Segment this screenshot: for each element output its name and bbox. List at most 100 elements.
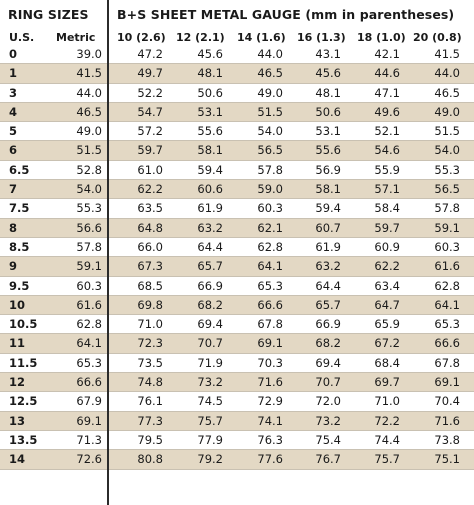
table-row: 14 72.6 80.8 79.2 77.6 76.7 75.7 75.1 (0, 450, 474, 470)
table-row: 7 54.0 62.2 60.6 59.0 58.1 57.1 56.5 (0, 180, 474, 200)
gauge-length-cell: 69.1 (257, 336, 283, 351)
gauge-length-cell: 79.5 (137, 432, 163, 447)
table-row: 8 56.6 64.8 63.2 62.1 60.7 59.7 59.1 (0, 218, 474, 238)
gauge-length-cell: 59.4 (315, 201, 341, 216)
gauge-title: B+S SHEET METAL GAUGE (mm in parentheses… (117, 7, 455, 22)
gauge-length-cell: 70.4 (434, 394, 460, 409)
gauge-length-cell: 66.0 (137, 239, 163, 254)
metric-size-cell: 67.9 (76, 394, 102, 409)
gauge-length-cell: 58.4 (374, 201, 400, 216)
gauge-length-cell: 62.2 (137, 182, 163, 197)
us-size-cell: 1 (9, 66, 18, 81)
gauge-length-cell: 72.3 (137, 336, 163, 351)
us-size-cell: 5 (9, 124, 18, 139)
gauge-length-cell: 74.4 (374, 432, 400, 447)
table-row: 11.5 65.3 73.5 71.9 70.3 69.4 68.4 67.8 (0, 354, 474, 374)
us-size-cell: 13 (9, 413, 26, 428)
gauge-length-cell: 66.6 (257, 297, 283, 312)
gauge-length-cell: 69.1 (434, 375, 460, 390)
metric-size-cell: 39.0 (76, 47, 102, 61)
gauge-length-cell: 57.2 (137, 124, 163, 139)
gauge-length-cell: 57.1 (374, 182, 400, 197)
gauge-length-cell: 76.1 (137, 394, 163, 409)
metric-size-cell: 51.5 (76, 143, 102, 158)
gauge-length-cell: 62.8 (257, 239, 283, 254)
gauge-length-cell: 48.1 (315, 85, 341, 100)
table-row: 11 64.1 72.3 70.7 69.1 68.2 67.2 66.6 (0, 334, 474, 354)
gauge-length-cell: 76.7 (315, 452, 341, 467)
us-size-cell: 12 (9, 375, 26, 390)
us-size-cell: 7.5 (9, 201, 30, 216)
col-gauge-10-header: 10 (2.6) (117, 31, 166, 44)
gauge-length-cell: 67.3 (137, 259, 163, 274)
us-size-cell: 8.5 (9, 239, 30, 254)
metric-size-cell: 41.5 (76, 66, 102, 81)
gauge-length-cell: 58.1 (197, 143, 223, 158)
gauge-length-cell: 72.0 (315, 394, 341, 409)
gauge-length-cell: 53.1 (197, 104, 223, 119)
gauge-length-cell: 58.1 (315, 182, 341, 197)
gauge-length-cell: 60.3 (434, 239, 460, 254)
gauge-length-cell: 73.2 (197, 375, 223, 390)
gauge-length-cell: 67.8 (257, 317, 283, 332)
gauge-length-cell: 71.6 (257, 375, 283, 390)
gauge-length-cell: 56.5 (257, 143, 283, 158)
gauge-length-cell: 75.7 (197, 413, 223, 428)
gauge-length-cell: 69.8 (137, 297, 163, 312)
gauge-length-cell: 52.1 (374, 124, 400, 139)
gauge-length-cell: 69.7 (374, 375, 400, 390)
gauge-length-cell: 71.0 (374, 394, 400, 409)
gauge-length-cell: 63.2 (197, 220, 223, 235)
col-gauge-14-header: 14 (1.6) (237, 31, 286, 44)
gauge-length-cell: 65.3 (257, 278, 283, 293)
gauge-length-cell: 67.8 (434, 355, 460, 370)
gauge-length-cell: 72.9 (257, 394, 283, 409)
gauge-length-cell: 64.4 (197, 239, 223, 254)
gauge-length-cell: 51.5 (257, 104, 283, 119)
metric-size-cell: 46.5 (76, 104, 102, 119)
metric-size-cell: 62.8 (76, 317, 102, 332)
gauge-length-cell: 61.0 (137, 162, 163, 177)
gauge-length-cell: 69.4 (315, 355, 341, 370)
gauge-length-cell: 63.2 (315, 259, 341, 274)
table-row: 8.5 57.8 66.0 64.4 62.8 61.9 60.9 60.3 (0, 238, 474, 258)
col-gauge-18-header: 18 (1.0) (357, 31, 406, 44)
gauge-length-cell: 47.1 (374, 85, 400, 100)
gauge-length-cell: 65.3 (434, 317, 460, 332)
gauge-length-cell: 59.7 (374, 220, 400, 235)
gauge-length-cell: 44.6 (374, 66, 400, 81)
gauge-length-cell: 68.2 (315, 336, 341, 351)
gauge-length-cell: 51.5 (434, 124, 460, 139)
gauge-length-cell: 66.9 (197, 278, 223, 293)
gauge-length-cell: 71.6 (434, 413, 460, 428)
metric-size-cell: 49.0 (76, 124, 102, 139)
us-size-cell: 10 (9, 297, 26, 312)
gauge-length-cell: 77.6 (257, 452, 283, 467)
gauge-length-cell: 71.0 (137, 317, 163, 332)
gauge-length-cell: 57.8 (434, 201, 460, 216)
gauge-length-cell: 42.1 (374, 47, 400, 61)
gauge-length-cell: 61.6 (434, 259, 460, 274)
gauge-length-cell: 41.5 (434, 47, 460, 61)
table-row: 1 41.5 49.7 48.1 46.5 45.6 44.6 44.0 (0, 64, 474, 84)
metric-size-cell: 60.3 (76, 278, 102, 293)
gauge-length-cell: 73.5 (137, 355, 163, 370)
gauge-length-cell: 44.0 (434, 66, 460, 81)
metric-size-cell: 56.6 (76, 220, 102, 235)
gauge-length-cell: 54.0 (257, 124, 283, 139)
gauge-length-cell: 44.0 (257, 47, 283, 61)
col-gauge-12-header: 12 (2.1) (176, 31, 225, 44)
gauge-length-cell: 65.7 (315, 297, 341, 312)
gauge-length-cell: 60.6 (197, 182, 223, 197)
gauge-length-cell: 59.4 (197, 162, 223, 177)
gauge-length-cell: 70.7 (197, 336, 223, 351)
gauge-length-cell: 68.2 (197, 297, 223, 312)
gauge-length-cell: 45.6 (315, 66, 341, 81)
col-gauge-20-header: 20 (0.8) (413, 31, 462, 44)
gauge-length-cell: 59.7 (137, 143, 163, 158)
col-us-header: U.S. (9, 31, 35, 44)
gauge-length-cell: 60.7 (315, 220, 341, 235)
us-size-cell: 12.5 (9, 394, 38, 409)
metric-size-cell: 66.6 (76, 375, 102, 390)
gauge-length-cell: 68.5 (137, 278, 163, 293)
